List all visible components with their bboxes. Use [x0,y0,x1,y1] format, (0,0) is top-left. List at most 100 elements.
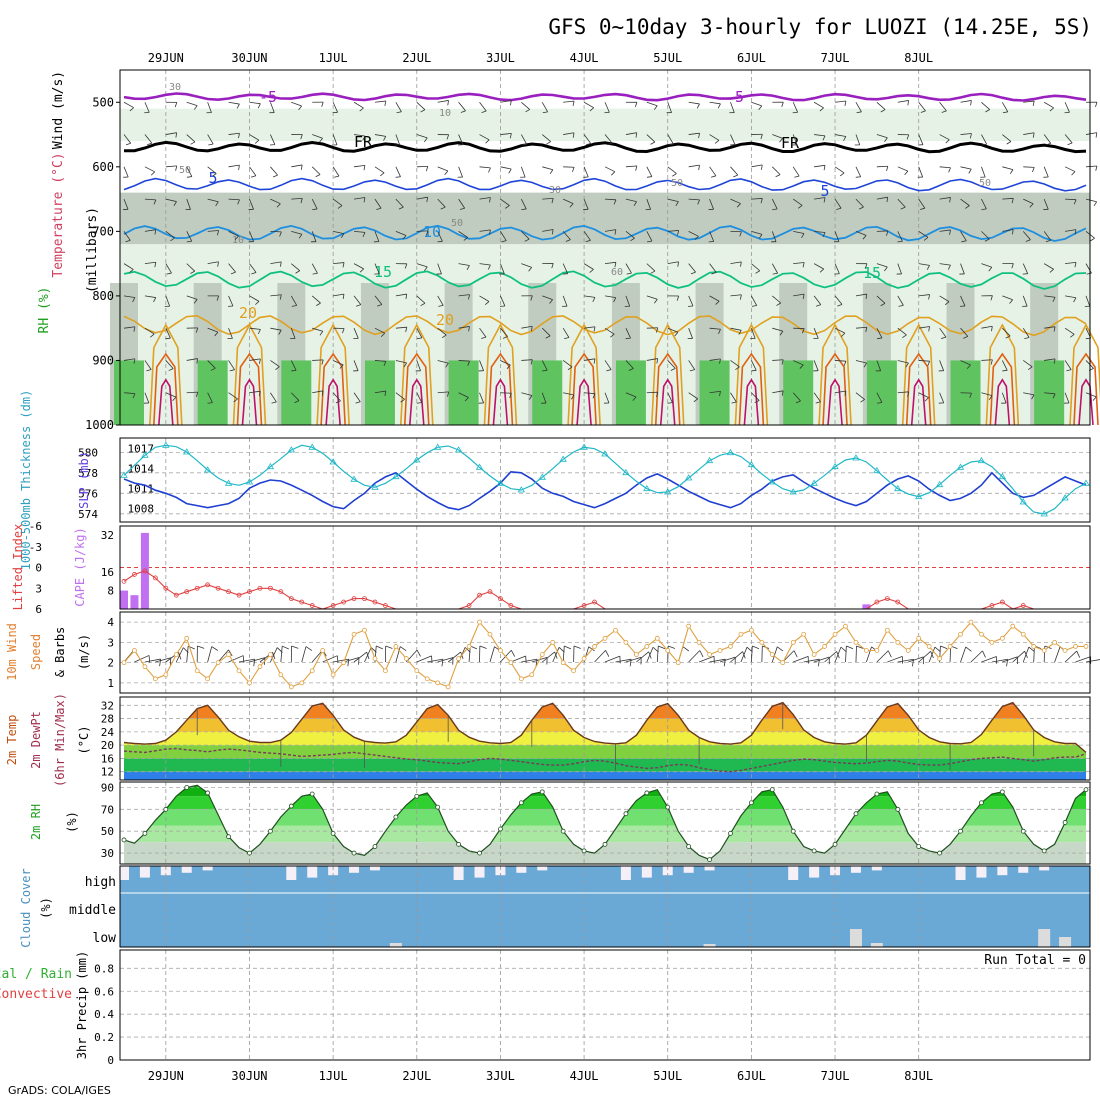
upper-wind-barb-flag [902,334,907,338]
upper-wind-barb [855,134,861,146]
upper-wind-barb [1043,134,1052,144]
upper-wind-barb [897,263,902,275]
surface-wind-barb [688,650,701,663]
upper-wind-barb-flag [300,164,303,170]
surface-wind-barb-flag [588,646,595,652]
upper-wind-barb [918,231,929,238]
lifted-index-point [142,568,148,574]
upper-wind-barb [437,263,442,275]
upper-wind-barb-flag [799,364,804,369]
wind-speed-point [498,648,503,653]
upper-wind-barb-flag [632,396,637,401]
upper-wind-barb [416,360,421,371]
upper-wind-barb-flag [634,102,638,108]
wind-speed-point [832,631,838,637]
surface-wind-barb [1054,646,1061,663]
upper-wind-barb [1002,229,1014,232]
upper-wind-barb [897,166,909,172]
wind-speed-point [414,668,420,674]
date-label-top: 3JUL [486,51,515,65]
slp-point [977,456,986,464]
upper-wind-barb [311,263,318,274]
upper-wind-barb [354,230,366,233]
upper-wind-barb-flag [146,369,152,372]
slp-series [123,444,1087,515]
upper-wind-barb [939,229,951,232]
upper-wind-barb-flag [1002,369,1008,372]
upper-wind-barb-flag [468,326,470,332]
ylabel-precip: 3hr Precip (mm) [75,951,89,1059]
upper-wind-barb [291,164,303,168]
upper-wind-barb-flag [383,361,387,367]
upper-wind-barb-flag [341,233,345,239]
upper-wind-barb [374,198,382,209]
temp-arch-30 [325,378,341,426]
upper-wind-barb-flag [676,295,680,301]
upper-wind-barb-flag [1049,268,1054,273]
surface-wind-barb [908,656,924,663]
upper-wind-barb-flag [175,132,178,138]
upper-wind-barb-flag [319,138,323,143]
surface-wind-barb [333,658,349,663]
upper-wind-barb-flag [1025,239,1031,242]
rh2m-point [602,841,608,847]
pressure-tick: 500 [92,95,114,109]
slp-point [873,466,881,474]
surface-wind-barb [814,656,830,663]
surface-wind-barb-flag [934,646,941,652]
ylabel-rh: RH (%) [37,287,52,334]
surface-wind-barb [249,657,265,663]
upper-wind-barb [1044,326,1056,329]
upper-wind-barb-flag [377,304,382,307]
upper-wind-barb [416,263,428,268]
wind-speed-point [644,644,650,649]
upper-wind-barb [1085,263,1092,274]
wind-speed-point [309,668,315,674]
surface-wind-barb-flag [510,650,516,657]
upper-wind-barb [123,358,135,361]
upper-wind-barb-flag [420,109,426,113]
wind-tick: 4 [107,616,114,629]
slp-point [956,463,965,470]
upper-wind-barb-flag [530,359,533,365]
temp-arch-25 [989,352,1016,426]
upper-wind-barb-flag [907,391,910,397]
upper-wind-barb [688,164,700,168]
upper-wind-barb [123,295,135,298]
upper-wind-barb [290,360,297,371]
upper-wind-barb-flag [342,294,345,300]
upper-wind-barb [583,166,589,178]
rh2m-point [958,828,963,834]
upper-wind-barb-flag [877,337,883,340]
upper-wind-barb [709,166,717,177]
upper-wind-barb-flag [170,237,175,242]
upper-wind-barb [1044,295,1056,298]
surface-wind-barb [322,655,338,663]
upper-wind-barb [751,230,763,235]
upper-wind-barb-flag [717,103,721,109]
upper-wind-barb-flag [420,302,426,307]
upper-wind-barb [521,263,532,268]
surface-wind-barb-flag [282,645,289,650]
upper-wind-barb-flag [531,326,533,332]
upper-wind-barb [646,295,658,300]
upper-wind-barb-flag [1093,201,1097,207]
upper-wind-barb-flag [714,140,720,144]
upper-wind-barb-flag [545,335,551,339]
upper-wind-barb-flag [1009,169,1014,174]
upper-wind-barb [772,390,784,394]
rh-plume-dark [281,360,312,425]
temp-tick: 16 [101,752,114,765]
lifted-index-point [592,599,597,605]
upper-wind-barb-flag [530,295,533,301]
rh-panel-frame [119,781,1091,865]
upper-wind-barb-flag [300,198,303,204]
upper-wind-barb [520,198,527,210]
wind-speed-point [822,644,827,649]
high-cloud-gap [1039,866,1050,871]
upper-wind-barb-flag [650,141,656,145]
upper-wind-barb [1043,263,1054,270]
upper-wind-barb [834,295,843,305]
upper-wind-barb-flag [628,368,634,371]
upper-wind-barb [458,360,470,362]
